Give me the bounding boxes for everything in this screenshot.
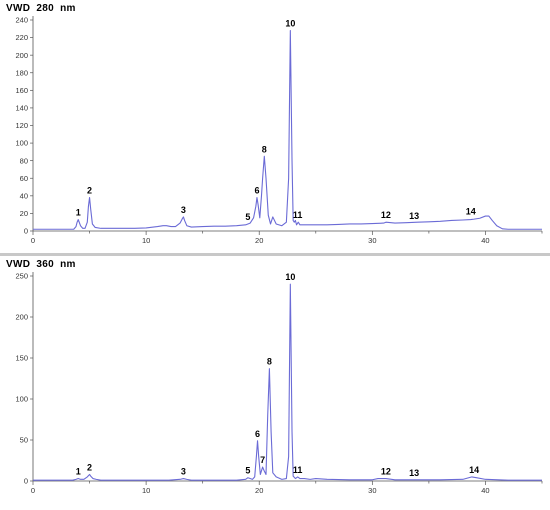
peak-label-11: 11 [293, 465, 303, 475]
y-tick-label: 200 [15, 51, 28, 60]
y-tick-label: 0 [24, 227, 28, 236]
x-tick-label: 20 [255, 486, 263, 495]
peak-label-12: 12 [381, 467, 391, 477]
y-tick-label: 60 [20, 174, 28, 183]
y-tick-label: 180 [15, 68, 28, 77]
y-tick-label: 0 [24, 477, 28, 486]
chromatogram-trace-280nm [33, 30, 542, 230]
peak-label-6: 6 [255, 429, 260, 439]
chromatogram-trace-360nm [33, 283, 542, 481]
peak-label-3: 3 [181, 205, 186, 215]
peak-label-2: 2 [87, 186, 92, 196]
peak-label-1: 1 [76, 467, 81, 477]
peak-label-11: 11 [293, 210, 303, 220]
y-tick-label: 140 [15, 104, 28, 113]
y-tick-label: 100 [15, 139, 28, 148]
chromatogram-panel-360nm: 0 50 100 150 200 250 0 10 20 30 40 1 2 3 5 6 7 8 10 11 12 13 1… [0, 256, 550, 509]
chromatogram-panel-280nm: 0 20 40 60 80 100 120 140 160 180 200 220 240 0 10 20 30… [0, 0, 550, 253]
peak-label-7: 7 [260, 455, 265, 465]
peak-label-13: 13 [409, 468, 419, 478]
peak-label-3: 3 [181, 467, 186, 477]
x-tick-label: 40 [481, 236, 489, 245]
peak-label-5: 5 [245, 212, 250, 222]
peak-label-13: 13 [409, 211, 419, 221]
x-tick-label: 20 [255, 236, 263, 245]
peak-label-8: 8 [267, 357, 272, 367]
peak-label-14: 14 [466, 206, 476, 216]
x-tick-label: 10 [142, 236, 150, 245]
chart-title-280nm: VWD 280 nm [6, 3, 76, 14]
peak-label-12: 12 [381, 210, 391, 220]
y-tick-label: 220 [15, 33, 28, 42]
y-tick-label: 150 [15, 354, 28, 363]
y-tick-label: 240 [15, 16, 28, 25]
peak-label-10: 10 [285, 272, 295, 282]
x-tick-label: 30 [368, 236, 376, 245]
y-tick-label: 160 [15, 86, 28, 95]
y-tick-label: 120 [15, 121, 28, 130]
x-tick-label: 40 [481, 486, 489, 495]
peak-label-14: 14 [469, 465, 479, 475]
x-tick-label: 0 [31, 486, 35, 495]
x-tick-label: 10 [142, 486, 150, 495]
peak-label-6: 6 [254, 186, 259, 196]
y-tick-label: 20 [20, 209, 28, 218]
x-tick-label: 30 [368, 486, 376, 495]
peak-label-5: 5 [245, 466, 250, 476]
peak-label-2: 2 [87, 462, 92, 472]
peak-label-1: 1 [76, 208, 81, 218]
peak-label-8: 8 [262, 144, 267, 154]
peak-label-10: 10 [285, 19, 295, 29]
y-tick-label: 100 [15, 395, 28, 404]
x-tick-label: 0 [31, 236, 35, 245]
y-tick-label: 200 [15, 313, 28, 322]
y-tick-label: 250 [15, 272, 28, 281]
y-tick-label: 50 [20, 436, 28, 445]
y-tick-label: 40 [20, 191, 28, 200]
panel-divider [0, 253, 550, 256]
y-tick-label: 80 [20, 156, 28, 165]
chart-title-360nm: VWD 360 nm [6, 259, 76, 270]
